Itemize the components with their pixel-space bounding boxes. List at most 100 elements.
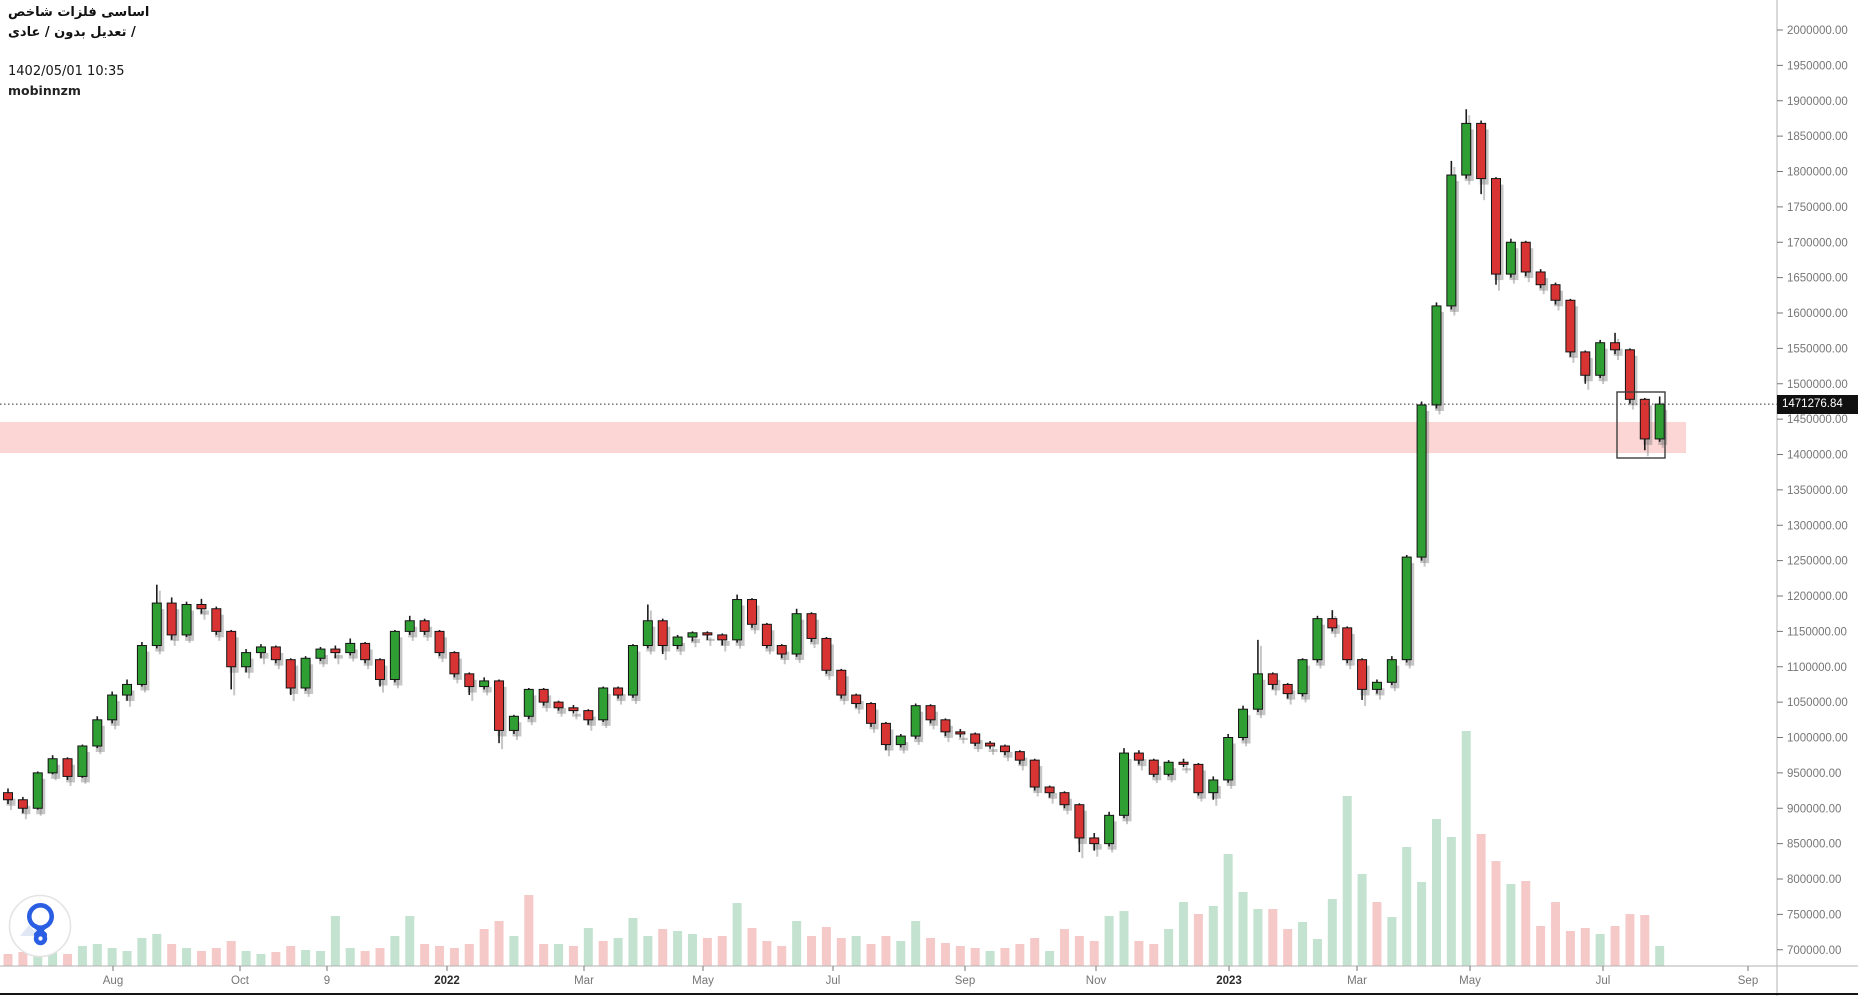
volume-bar [1372, 902, 1382, 966]
volume-bar [1595, 934, 1605, 966]
candle [1520, 241, 1531, 273]
candle [360, 642, 371, 661]
ghost-candle [21, 805, 31, 815]
price-tick-label: 1350000.00 [1787, 485, 1848, 497]
candle [761, 623, 772, 647]
candle [1238, 708, 1249, 739]
time-axis[interactable]: Aug Oct 9 2022 Mar May Jul Sep Nov 2023 Mar May Jul S… [103, 966, 1758, 987]
volume-bar [479, 929, 489, 966]
volume-bar [122, 951, 132, 966]
price-tick-label: 700000.00 [1787, 945, 1841, 957]
candle [657, 620, 668, 647]
ghost-candle [571, 713, 581, 717]
volume-bar [92, 944, 102, 966]
ghost-candle [958, 737, 968, 740]
volume-bar [241, 951, 251, 966]
volume-bar [1193, 914, 1203, 966]
symbol-title: شاخص‎ فلزات‎ اساسی [8, 5, 150, 20]
volume-bar [1417, 882, 1427, 966]
volume-bar [1461, 731, 1471, 966]
ghost-candle [1286, 690, 1296, 700]
time-month-label: May [1459, 975, 1481, 987]
candle [642, 620, 653, 647]
drawing-rectangle[interactable] [1616, 391, 1666, 459]
time-month-label: Jul [1596, 975, 1611, 987]
candle [687, 632, 698, 638]
volume-bar [48, 951, 58, 966]
demand-zone-drawing[interactable] [0, 421, 1686, 454]
price-axis[interactable]: 2000000.00 1950000.00 1900000.00 1850000.00… [1777, 25, 1848, 957]
volume-bar [360, 951, 370, 966]
volume-bar [687, 934, 697, 966]
candle [523, 688, 534, 717]
ghost-candle [408, 626, 418, 638]
price-tick-label: 1150000.00 [1787, 626, 1847, 638]
candle [464, 673, 475, 688]
ghost-candle [1003, 751, 1013, 758]
last-price-label: 1471276.84 [1777, 395, 1858, 414]
ghost-candle [973, 739, 983, 750]
candle [1119, 752, 1129, 816]
candle [3, 792, 13, 801]
candle [1342, 627, 1353, 661]
volume-bar [1342, 796, 1352, 966]
candle [1044, 786, 1055, 794]
ghost-candle [1182, 768, 1192, 771]
price-tick-label: 1550000.00 [1787, 343, 1848, 355]
volume-bar [315, 951, 325, 966]
volume-bar [107, 948, 117, 966]
provider-logo[interactable] [8, 894, 73, 959]
ghost-candle [1092, 843, 1102, 850]
candle [434, 630, 445, 654]
volume-bar [196, 951, 206, 966]
candle [910, 705, 921, 737]
candle [226, 630, 237, 668]
volume-bar [777, 946, 787, 966]
candle [32, 772, 43, 809]
candle [747, 599, 757, 625]
volume-bar [1059, 929, 1069, 966]
demand-zone-rect[interactable] [0, 421, 1686, 454]
volume-bar [449, 948, 459, 966]
candle [836, 669, 847, 696]
candle [419, 620, 430, 632]
symbol-subtitle: عادی‎ / بدون‎ تعدیل‎ / [8, 25, 136, 40]
price-tick-label: 850000.00 [1787, 839, 1841, 851]
candle [538, 688, 549, 703]
volume-bar [137, 938, 147, 966]
volume-bar [524, 895, 534, 966]
price-tick-label: 2000000.00 [1787, 25, 1848, 37]
candle [1505, 241, 1516, 275]
time-month-label: Jul [826, 975, 841, 987]
volume-bar [717, 936, 727, 966]
candle [166, 602, 177, 636]
candle [17, 799, 28, 809]
candle [62, 758, 73, 777]
volume-bar [182, 948, 192, 966]
candle [330, 648, 341, 654]
logo-balloon-icon [26, 903, 54, 946]
volume-bar [375, 948, 385, 966]
time-month-label: Sep [1738, 975, 1758, 987]
candle [1535, 271, 1546, 286]
candle [806, 613, 817, 639]
volume-bar [702, 938, 712, 966]
candle [1208, 779, 1219, 794]
volume-bar [509, 936, 519, 966]
candle [791, 613, 802, 655]
volume-bar [613, 938, 623, 966]
candle [92, 719, 103, 747]
volume-bar [658, 929, 668, 966]
volume-bar [1580, 928, 1590, 966]
candle [1252, 673, 1263, 710]
candle [1371, 681, 1382, 690]
candle [717, 634, 728, 641]
annotation-rectangle[interactable] [1616, 391, 1666, 459]
volume-bar [926, 938, 936, 966]
candle [241, 652, 252, 668]
candle [1386, 659, 1397, 683]
ghost-candle [988, 749, 998, 752]
candle [880, 722, 891, 746]
ghost-candle [1330, 624, 1340, 634]
